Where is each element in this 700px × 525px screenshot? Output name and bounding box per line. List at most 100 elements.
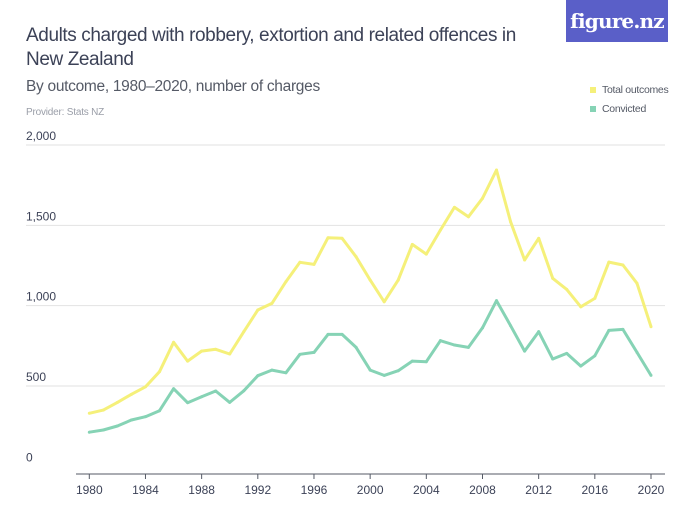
y-tick-label: 1,500 [26, 209, 56, 223]
data-point [298, 260, 302, 264]
data-point [129, 418, 133, 422]
data-point [523, 258, 527, 262]
data-point [143, 385, 147, 389]
data-point [186, 359, 190, 363]
y-tick-label: 2,000 [26, 129, 56, 143]
data-point [495, 168, 499, 172]
data-point [158, 409, 162, 413]
x-tick-label: 2008 [469, 483, 496, 497]
x-tick-label: 1992 [244, 483, 271, 497]
data-point [298, 352, 302, 356]
data-point [424, 360, 428, 364]
data-point [509, 324, 513, 328]
data-point [438, 228, 442, 232]
data-point [495, 299, 499, 303]
data-point [354, 345, 358, 349]
x-tick-label: 2012 [525, 483, 552, 497]
data-point [172, 387, 176, 391]
series-line-total-outcomes [88, 168, 653, 415]
data-point [312, 350, 316, 354]
data-point [214, 389, 218, 393]
data-point [635, 350, 639, 354]
data-point [340, 236, 344, 240]
legend-swatch-convicted [590, 105, 596, 112]
data-point [214, 347, 218, 351]
data-point [284, 371, 288, 375]
data-point [621, 263, 625, 267]
data-point [200, 349, 204, 353]
data-point [452, 343, 456, 347]
data-point [565, 287, 569, 291]
data-point [480, 326, 484, 330]
legend: Total outcomes Convicted [590, 80, 669, 118]
data-point [452, 205, 456, 209]
data-point [242, 330, 246, 334]
data-point [115, 400, 119, 404]
data-point [579, 364, 583, 368]
data-point [228, 400, 232, 404]
data-point [382, 300, 386, 304]
x-tick-label: 1996 [301, 483, 328, 497]
legend-swatch-total [590, 86, 596, 93]
data-point [87, 430, 91, 434]
data-point [410, 359, 414, 363]
legend-label-total: Total outcomes [602, 83, 669, 96]
data-point [340, 332, 344, 336]
data-point [410, 242, 414, 246]
provider-text: Provider: Stats NZ [26, 107, 105, 118]
data-point [368, 278, 372, 282]
figure-nz-logo[interactable]: figure.nz [566, 0, 668, 42]
data-point [158, 370, 162, 374]
data-point [649, 373, 653, 377]
data-point [593, 296, 597, 300]
data-point [579, 305, 583, 309]
data-point [143, 415, 147, 419]
data-point [424, 252, 428, 256]
data-point [87, 411, 91, 415]
data-point [565, 351, 569, 355]
x-tick-label: 1984 [132, 483, 159, 497]
data-point [256, 374, 260, 378]
data-point [396, 278, 400, 282]
data-point [326, 236, 330, 240]
data-point [551, 276, 555, 280]
x-tick-label: 2000 [357, 483, 384, 497]
data-point [368, 368, 372, 372]
data-point [621, 327, 625, 331]
data-point [649, 325, 653, 329]
x-tick-label: 2020 [638, 483, 665, 497]
data-point [270, 368, 274, 372]
data-point [537, 236, 541, 240]
chart-subtitle: By outcome, 1980–2020, number of charges [26, 78, 320, 95]
data-point [466, 345, 470, 349]
data-point [228, 352, 232, 356]
data-point [101, 428, 105, 432]
data-point [635, 281, 639, 285]
data-point [129, 392, 133, 396]
data-point [186, 401, 190, 405]
data-point [480, 196, 484, 200]
data-point [270, 301, 274, 305]
data-point [537, 330, 541, 334]
data-point [354, 255, 358, 259]
x-tick-label: 2004 [413, 483, 440, 497]
data-point [115, 424, 119, 428]
data-point [438, 339, 442, 343]
series-line-convicted [89, 299, 653, 434]
data-point [509, 220, 513, 224]
legend-item-convicted: Convicted [590, 99, 668, 118]
legend-label-convicted: Convicted [602, 102, 646, 115]
legend-item-total: Total outcomes [590, 80, 669, 99]
y-tick-label: 1,000 [26, 290, 56, 304]
y-tick-label: 0 [26, 450, 33, 464]
data-point [172, 340, 176, 344]
data-point [200, 395, 204, 399]
data-point [551, 357, 555, 361]
data-point [607, 260, 611, 264]
data-point [396, 369, 400, 373]
y-tick-label: 500 [26, 370, 46, 384]
data-point [312, 262, 316, 266]
data-point [101, 408, 105, 412]
data-point [326, 332, 330, 336]
